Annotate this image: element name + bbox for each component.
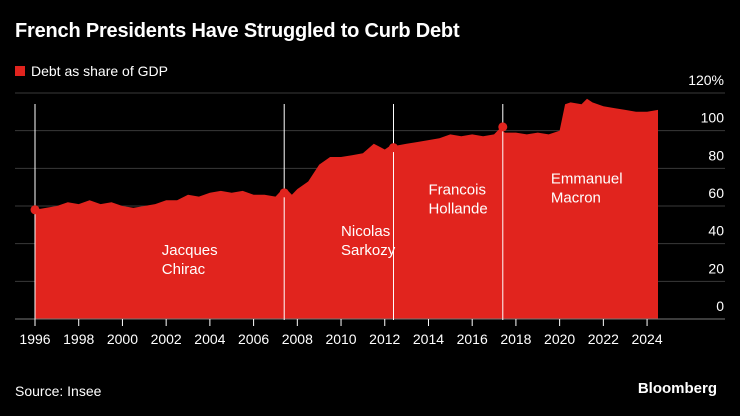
y-tick-label: 80 bbox=[708, 147, 724, 163]
x-tick-label: 2002 bbox=[151, 331, 182, 347]
president-marker bbox=[388, 143, 398, 153]
president-label: Hollande bbox=[428, 201, 487, 218]
bloomberg-logo: Bloomberg bbox=[637, 380, 717, 397]
legend-swatch bbox=[15, 66, 25, 76]
x-tick-label: 2016 bbox=[457, 331, 488, 347]
source-note: Source: Insee bbox=[15, 383, 102, 399]
x-tick-label: 2000 bbox=[107, 331, 138, 347]
x-tick-label: 1996 bbox=[19, 331, 50, 347]
x-tick-label: 2010 bbox=[325, 331, 356, 347]
y-tick-label: 0 bbox=[716, 298, 724, 314]
president-marker bbox=[498, 122, 508, 132]
x-tick-label: 2008 bbox=[282, 331, 313, 347]
x-tick-label: 2018 bbox=[500, 331, 531, 347]
legend: Debt as share of GDP bbox=[15, 63, 168, 79]
x-tick-label: 2012 bbox=[369, 331, 400, 347]
president-label: Nicolas bbox=[341, 223, 390, 240]
x-tick-label: 2020 bbox=[544, 331, 575, 347]
debt-area bbox=[35, 98, 658, 319]
y-tick-label: 60 bbox=[708, 185, 724, 201]
y-tick-label: 20 bbox=[708, 260, 724, 276]
y-tick-label: 100 bbox=[701, 110, 725, 126]
chart-title: French Presidents Have Struggled to Curb… bbox=[15, 20, 460, 42]
y-tick-label: 120% bbox=[688, 72, 724, 88]
president-label: Sarkozy bbox=[341, 242, 396, 259]
president-label: Jacques bbox=[162, 242, 218, 259]
president-label: Emmanuel bbox=[551, 170, 623, 187]
president-label: Francois bbox=[428, 182, 486, 199]
president-label: Chirac bbox=[162, 261, 206, 278]
x-tick-label: 2014 bbox=[413, 331, 444, 347]
x-tick-label: 2004 bbox=[194, 331, 225, 347]
x-tick-label: 2022 bbox=[588, 331, 619, 347]
legend-label: Debt as share of GDP bbox=[31, 63, 168, 79]
president-label: Macron bbox=[551, 189, 601, 206]
x-tick-label: 1998 bbox=[63, 331, 94, 347]
x-tick-label: 2024 bbox=[631, 331, 662, 347]
x-tick-label: 2006 bbox=[238, 331, 269, 347]
y-tick-label: 40 bbox=[708, 223, 724, 239]
president-marker bbox=[279, 188, 289, 198]
president-marker bbox=[30, 205, 40, 215]
